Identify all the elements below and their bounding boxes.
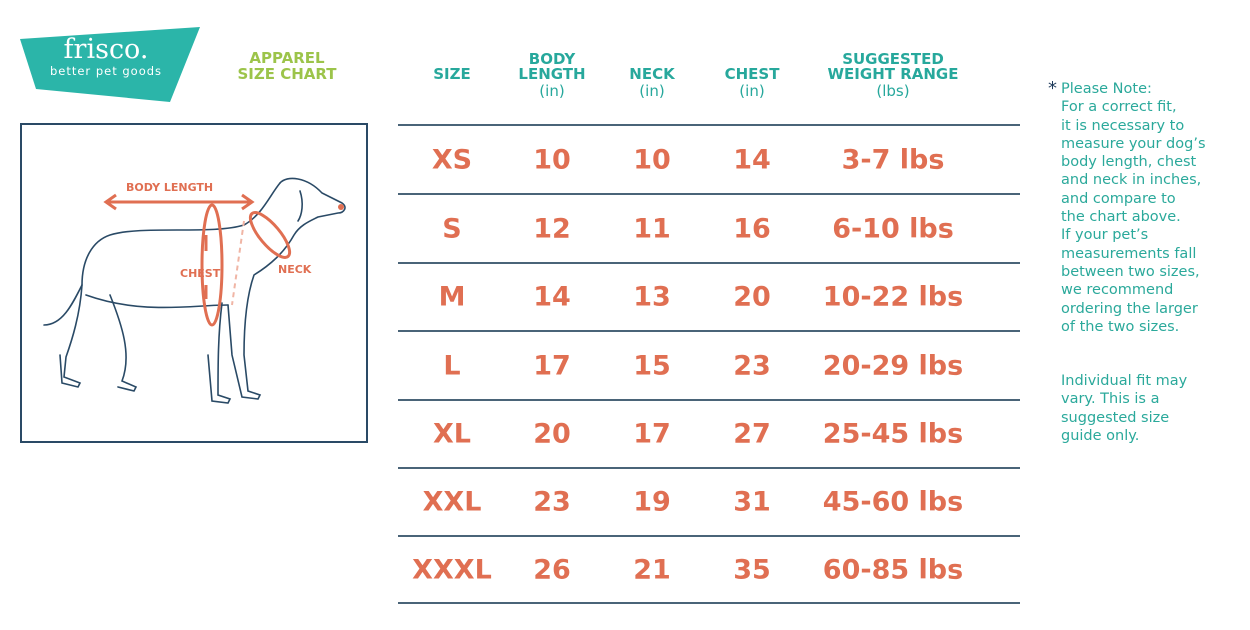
table-cell: L: [443, 350, 461, 381]
title-line-2: SIZE CHART: [237, 65, 337, 83]
chest-label: CHEST: [180, 267, 221, 280]
note-line: measure your dog’s: [1061, 135, 1206, 152]
column-header: SIZE: [433, 67, 471, 82]
note-line: and neck in inches,: [1061, 172, 1202, 189]
table-cell: 27: [733, 418, 771, 450]
note-line: between two sizes,: [1061, 263, 1200, 280]
row-divider: [398, 535, 1020, 537]
column-unit: (in): [639, 82, 665, 100]
table-cell: 10: [633, 144, 671, 175]
note-line: of the two sizes.: [1061, 318, 1180, 335]
note-line: it is necessary to: [1061, 117, 1185, 134]
table-cell: 3-7 lbs: [841, 144, 945, 175]
table-cell: 20: [733, 281, 771, 313]
table-cell: 15: [633, 350, 671, 381]
dog-illustration: BODY LENGTH CHEST NECK: [43, 177, 346, 404]
table-cell: XXL: [422, 486, 482, 518]
note-line: Please Note:: [1061, 81, 1152, 97]
table-cell: 14: [533, 281, 571, 313]
column-header: NECK (in): [629, 67, 674, 99]
table-cell: 17: [633, 418, 671, 450]
table-cell: 60-85 lbs: [822, 554, 964, 585]
row-divider: [398, 467, 1020, 469]
note-line: vary. This is a: [1061, 391, 1160, 408]
row-divider: [398, 330, 1020, 332]
row-divider: [398, 124, 1020, 126]
body-length-label: BODY LENGTH: [126, 181, 213, 194]
row-divider: [398, 399, 1020, 401]
note-line: Individual fit may: [1061, 373, 1188, 390]
table-cell: 25-45 lbs: [822, 418, 964, 450]
table-cell: XL: [432, 418, 472, 450]
note-line: and compare to: [1061, 190, 1176, 207]
table-cell: 23: [533, 486, 571, 518]
table-cell: 26: [533, 554, 571, 585]
column-header-label: BODY LENGTH: [518, 50, 586, 83]
table-cell: 21: [633, 554, 671, 585]
table-cell: S: [442, 213, 462, 244]
note-line: ordering the larger: [1061, 300, 1198, 317]
note-line: we recommend: [1061, 282, 1174, 299]
table-cell: 6-10 lbs: [832, 213, 954, 244]
table-cell: 31: [733, 486, 771, 518]
column-header: CHEST (in): [725, 67, 780, 99]
table-cell: 10-22 lbs: [822, 281, 964, 313]
table-cell: 45-60 lbs: [822, 486, 964, 518]
brand-tagline: better pet goods: [49, 64, 163, 78]
table-cell: 14: [733, 144, 771, 175]
note-line: measurements fall: [1061, 245, 1197, 262]
column-header-label: SIZE: [433, 65, 471, 83]
column-header: SUGGESTED WEIGHT RANGE (lbs): [818, 52, 968, 99]
column-header-label: CHEST: [724, 65, 780, 83]
neck-label: NECK: [278, 263, 312, 276]
table-cell: 12: [533, 213, 571, 244]
table-cell: 13: [633, 281, 671, 313]
table-cell: 17: [533, 350, 571, 381]
note-line: If your pet’s: [1061, 227, 1149, 244]
table-cell: 10: [533, 144, 571, 175]
brand-name: frisco.: [63, 34, 149, 65]
row-divider: [398, 193, 1020, 195]
note-line: guide only.: [1061, 428, 1140, 445]
column-header-label: SUGGESTED WEIGHT RANGE: [827, 50, 959, 83]
chart-title: APPAREL SIZE CHART: [232, 50, 342, 82]
column-header-label: NECK: [629, 65, 675, 83]
table-cell: 20-29 lbs: [822, 350, 964, 381]
note-line: For a correct fit,: [1061, 99, 1177, 116]
table-cell: 23: [733, 350, 771, 381]
table-cell: XS: [431, 144, 473, 175]
table-cell: M: [438, 281, 466, 313]
note-line: body length, chest: [1061, 154, 1197, 171]
table-cell: XXXL: [412, 554, 492, 585]
column-header: BODY LENGTH (in): [512, 52, 592, 99]
table-cell: 19: [633, 486, 671, 518]
table-cell: 11: [633, 213, 671, 244]
note-line: the chart above.: [1061, 209, 1181, 226]
row-divider: [398, 602, 1020, 604]
column-unit: (in): [539, 82, 565, 100]
table-cell: 16: [733, 213, 771, 244]
row-divider: [398, 262, 1020, 264]
sizing-note: * Please Note: For a correct fit, it is ne…: [1048, 78, 1206, 445]
title-line-1: APPAREL: [249, 49, 325, 67]
column-unit: (in): [739, 82, 765, 100]
note-line: suggested size: [1061, 409, 1170, 426]
table-cell: 35: [733, 554, 771, 585]
table-cell: 20: [533, 418, 571, 450]
asterisk: *: [1048, 78, 1057, 99]
column-unit: (lbs): [876, 82, 910, 100]
dog-measurement-diagram: BODY LENGTH CHEST NECK: [20, 123, 368, 443]
